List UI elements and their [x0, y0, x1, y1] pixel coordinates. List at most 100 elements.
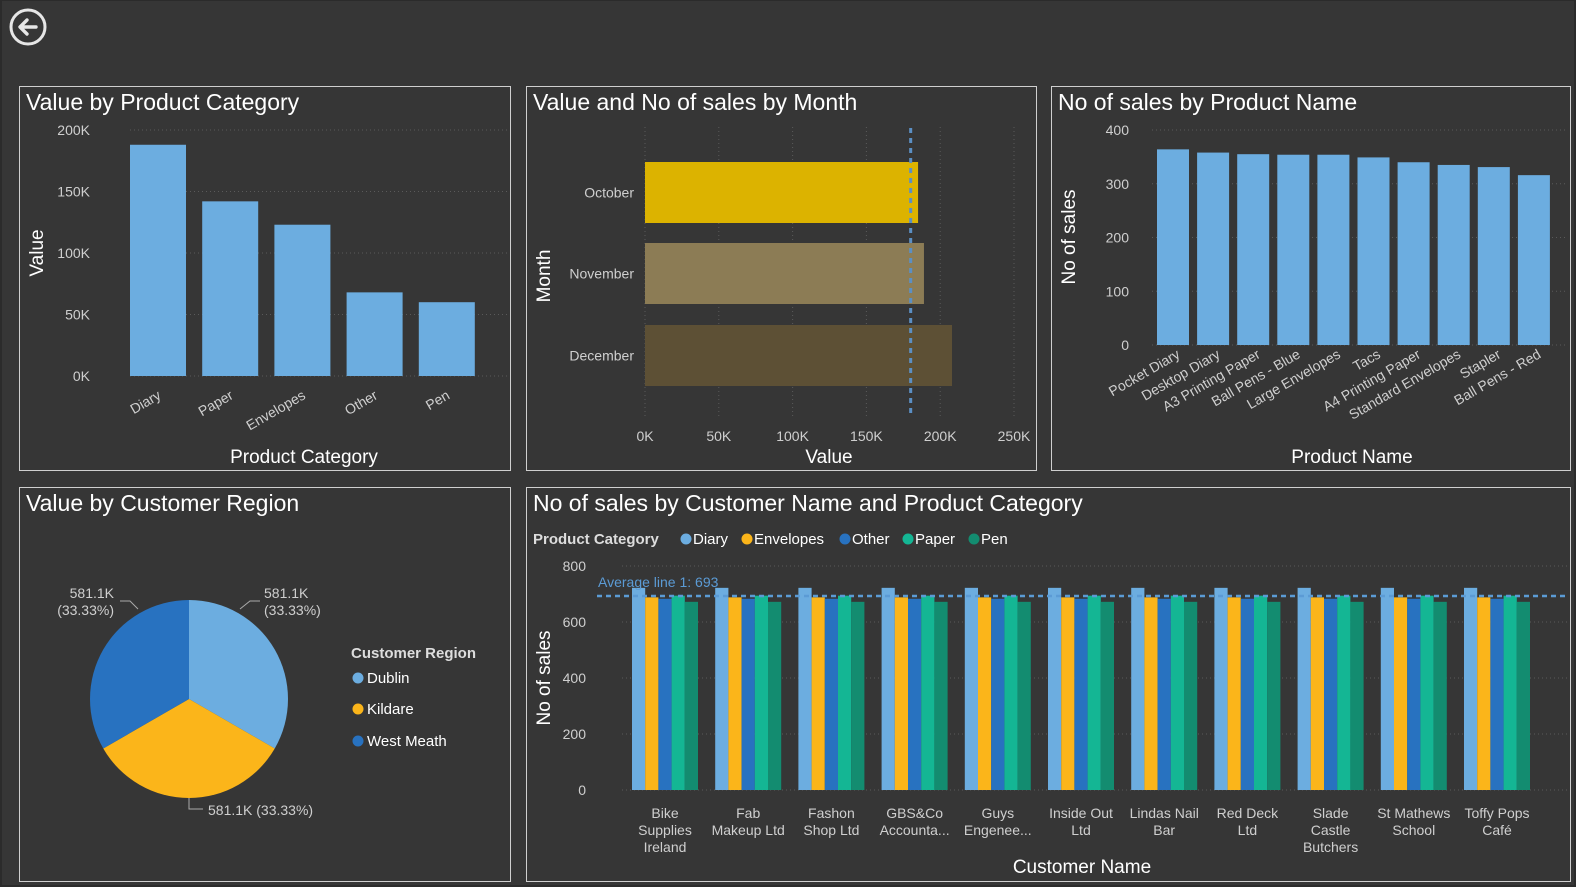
bar	[1337, 595, 1351, 790]
x-tick-label: Fashon Shop Ltd	[803, 805, 859, 838]
x-axis-title: Customer Name	[1013, 857, 1151, 878]
x-tick-label: Fab Makeup Ltd	[712, 805, 785, 838]
y-tick-label: 600	[563, 614, 587, 630]
x-tick-label: St Mathews School	[1377, 805, 1450, 838]
pie-slice	[90, 600, 189, 749]
bar	[1397, 162, 1430, 345]
bar	[1437, 164, 1470, 345]
panel-title: Value and No of sales by Month	[533, 89, 858, 115]
leader-line	[120, 600, 139, 610]
bar	[1297, 587, 1311, 790]
legend-label: West Meath	[367, 733, 447, 750]
bar	[1017, 601, 1031, 790]
bar	[754, 595, 768, 790]
x-axis-title: Product Name	[1291, 447, 1412, 468]
bar	[1170, 595, 1184, 790]
y-tick-label: 100	[1106, 283, 1130, 299]
bar	[964, 587, 978, 790]
bar	[1048, 587, 1062, 790]
value-by-customer-region-panel: Value by Customer Region 581.1K (33.33%) 5…	[19, 487, 511, 882]
value-by-product-category-chart: 0K 50K 100K 150K 200K Diary Paper Envelopes Othe…	[27, 122, 508, 468]
pie-slice	[189, 600, 288, 749]
legend-label: Pen	[981, 531, 1008, 548]
back-arrow-circle-icon[interactable]	[8, 7, 48, 47]
value-by-product-category-panel: Value by Product Category 0K 50K 100K 150K 2…	[19, 86, 511, 471]
sales-by-customer-and-category-panel: No of sales by Customer Name and Product…	[526, 487, 1571, 882]
bar	[1237, 154, 1270, 345]
bar	[658, 598, 672, 790]
bar	[838, 595, 852, 790]
bar	[130, 144, 186, 376]
bar	[811, 597, 825, 790]
y-tick-label: 200	[1106, 230, 1130, 246]
value-and-sales-by-month-chart: 0K 50K 100K 150K 200K 250K October November Dece…	[534, 127, 1031, 468]
legend-marker	[902, 533, 914, 545]
x-tick-label: 100K	[776, 428, 809, 444]
panel-title: No of sales by Customer Name and Product…	[533, 490, 1083, 516]
legend-title: Customer Region	[351, 645, 476, 662]
bar	[1503, 595, 1517, 790]
average-line-label: Average line 1: 693	[598, 574, 719, 590]
bar	[1131, 587, 1145, 790]
bar	[1157, 149, 1189, 345]
bar	[1433, 601, 1447, 790]
bar	[1490, 598, 1504, 790]
bar	[1197, 152, 1230, 345]
x-tick-label: Lindas Nail Bar	[1130, 805, 1199, 838]
bar	[632, 587, 646, 790]
x-axis-title: Product Category	[230, 447, 378, 468]
x-tick-label: Guys Engenee...	[964, 805, 1032, 838]
bar	[346, 292, 403, 376]
x-tick-label: 250K	[998, 428, 1031, 444]
x-tick-label: 50K	[706, 428, 732, 444]
y-tick-label: 200K	[57, 122, 90, 138]
y-tick-label: 400	[1106, 122, 1130, 138]
x-tick-label: Inside Out Ltd	[1049, 805, 1113, 838]
bar	[684, 601, 698, 790]
legend-marker	[968, 533, 980, 545]
bar	[1324, 598, 1338, 790]
y-tick-label: 150K	[57, 184, 90, 200]
bar	[1380, 587, 1394, 790]
x-tick-label: Toffy Pops Café	[1464, 805, 1529, 838]
y-tick-label: 0	[1121, 337, 1129, 353]
bar	[741, 598, 755, 790]
bar	[645, 597, 659, 790]
bar	[1184, 601, 1198, 790]
legend-label: Paper	[915, 531, 955, 548]
panel-title: Value by Customer Region	[26, 490, 300, 516]
legend-marker	[741, 533, 753, 545]
bar	[1061, 597, 1075, 790]
y-tick-label: 0	[578, 782, 586, 798]
bar	[1357, 157, 1390, 345]
data-label: 581.1K (33.33%)	[264, 585, 321, 618]
bar	[798, 587, 812, 790]
x-tick-label: 150K	[850, 428, 883, 444]
x-tick-label: 0K	[636, 428, 654, 444]
y-tick-label: 300	[1106, 176, 1130, 192]
bar	[1214, 587, 1228, 790]
bar	[202, 201, 259, 376]
data-label: 581.1K (33.33%)	[57, 585, 114, 618]
legend-marker	[352, 703, 364, 715]
bar	[908, 598, 922, 790]
bar	[1477, 167, 1510, 345]
bar	[851, 601, 865, 790]
bar	[881, 587, 895, 790]
bar	[1227, 597, 1241, 790]
y-tick-label: 200	[563, 726, 587, 742]
bar	[1240, 598, 1254, 790]
legend-label: Diary	[693, 531, 729, 548]
sales-by-customer-and-category-chart: Product Category Diary Envelopes Other Paper…	[533, 531, 1567, 878]
legend-marker	[680, 533, 692, 545]
x-tick-label: 200K	[924, 428, 957, 444]
legend-marker	[839, 533, 851, 545]
legend-title: Product Category	[533, 531, 660, 548]
x-axis-title: Value	[805, 447, 852, 468]
x-tick-label: Other	[342, 387, 381, 419]
bar	[645, 162, 919, 223]
x-tick-label: Bike Supplies Ireland	[638, 805, 692, 855]
bar	[894, 597, 908, 790]
data-label: 581.1K (33.33%)	[208, 802, 313, 818]
